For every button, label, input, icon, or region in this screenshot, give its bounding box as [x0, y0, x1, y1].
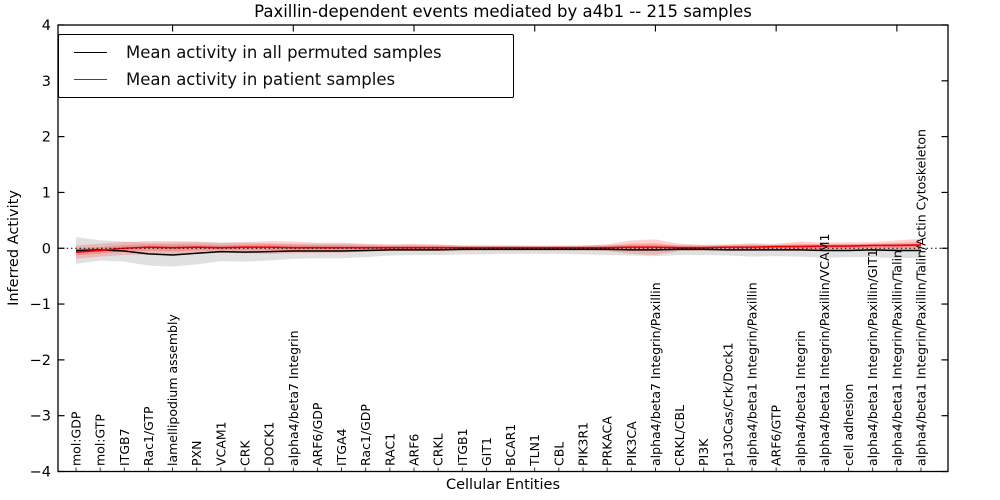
x-category-label: alpha4/beta1 Integrin/Paxillin: [745, 282, 760, 466]
x-category-label: BCAR1: [503, 424, 518, 466]
x-category-label: alpha4/beta1 Integrin/Paxillin/GIT1: [865, 249, 880, 466]
patient-mean-line: [75, 244, 922, 253]
x-category-label: ARF6/GTP: [769, 405, 784, 466]
x-category-label: alpha4/beta1 Integrin: [793, 330, 808, 466]
y-tick-label: −4: [30, 465, 51, 481]
x-category-label: ITGB7: [117, 428, 132, 466]
x-category-label: PIK3CA: [624, 421, 639, 466]
patient-line-swatch: [74, 79, 107, 80]
x-category-label: CRKL: [431, 433, 446, 466]
legend: Mean activity in all permuted samples Me…: [58, 34, 514, 98]
permuted-uncertainty-band: [76, 237, 921, 267]
x-category-label: CRK: [238, 440, 253, 466]
y-tick-label: 4: [42, 18, 51, 34]
chart-title: Paxillin-dependent events mediated by a4…: [254, 2, 752, 21]
x-category-label: ITGA4: [334, 428, 349, 466]
y-tick-label: −3: [30, 409, 51, 425]
x-category-label: PI3K: [696, 438, 711, 466]
legend-label-permuted: Mean activity in all permuted samples: [126, 43, 442, 62]
y-tick-label: −2: [30, 353, 51, 369]
x-category-label: DOCK1: [262, 422, 277, 466]
x-category-label: lamellipodium assembly: [165, 314, 180, 466]
x-category-label: ITGB1: [455, 428, 470, 466]
x-category-label: ARF6: [407, 434, 422, 466]
y-tick-label: 2: [42, 130, 51, 146]
permuted-mean-line: [75, 248, 921, 256]
permuted-line-swatch: [74, 52, 107, 53]
y-tick-label: 0: [42, 241, 51, 257]
x-category-label: alpha4/beta1 Integrin/Paxillin/Talin/Act…: [914, 129, 929, 466]
x-category-label: CBL: [551, 442, 566, 466]
x-category-label: PIK3R1: [576, 422, 591, 466]
x-axis-title: Cellular Entities: [445, 477, 561, 493]
x-category-label: PRKACA: [600, 416, 615, 466]
legend-item-patient: Mean activity in patient samples: [59, 66, 513, 93]
x-category-label: VCAM1: [213, 421, 228, 466]
x-category-label: cell adhesion: [841, 384, 856, 466]
x-category-label: mol:GTP: [93, 414, 108, 466]
legend-label-patient: Mean activity in patient samples: [126, 70, 396, 89]
y-tick-label: 1: [42, 185, 51, 201]
x-category-label: alpha4/beta7 Integrin: [286, 330, 301, 466]
x-category-label: RAC1: [382, 433, 397, 466]
x-category-label: PXN: [189, 441, 204, 466]
x-category-label: Rac1/GDP: [358, 404, 373, 466]
x-category-label: alpha4/beta1 Integrin/Paxillin/Talin: [889, 250, 904, 466]
x-category-label: alpha4/beta1 Integrin/Paxillin/VCAM1: [817, 234, 832, 466]
x-category-label: ARF6/GDP: [310, 402, 325, 466]
x-category-label: alpha4/beta7 Integrin/Paxillin: [648, 282, 663, 466]
x-category-label: mol:GDP: [69, 411, 84, 466]
x-category-label: TLN1: [527, 434, 542, 467]
y-axis-title: Inferred Activity: [6, 190, 22, 306]
x-category-label: CRKL/CBL: [672, 405, 687, 466]
y-tick-label: 3: [42, 74, 51, 90]
x-category-label: p130Cas/Crk/Dock1: [720, 342, 735, 466]
x-category-label: Rac1/GTP: [141, 406, 156, 466]
x-category-label: GIT1: [479, 437, 494, 466]
y-tick-label: −1: [30, 297, 51, 313]
legend-item-permuted: Mean activity in all permuted samples: [59, 39, 513, 66]
